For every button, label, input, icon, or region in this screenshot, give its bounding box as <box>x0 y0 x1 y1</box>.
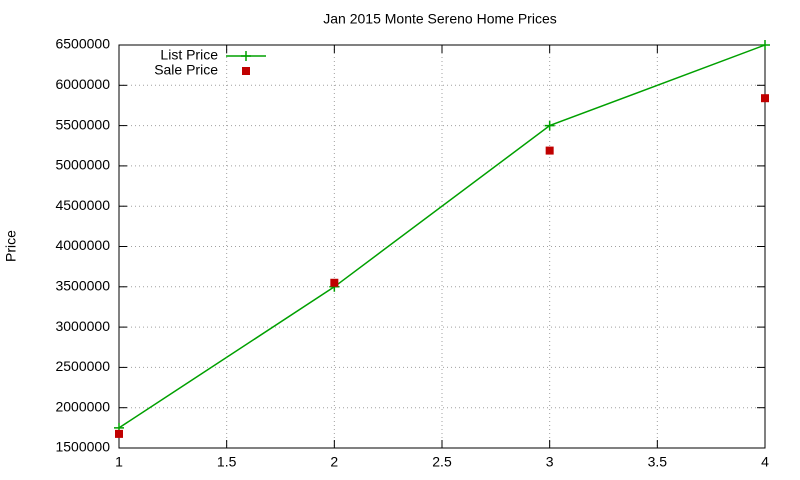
marker <box>760 40 770 50</box>
x-tick-label: 2.5 <box>432 454 452 470</box>
marker <box>115 429 123 438</box>
x-tick-label: 3 <box>546 454 554 470</box>
y-tick-label: 1500000 <box>55 439 110 455</box>
marker <box>761 94 769 103</box>
x-tick-label: 3.5 <box>648 454 668 470</box>
chart-title: Jan 2015 Monte Sereno Home Prices <box>323 11 556 27</box>
x-tick-label: 1 <box>115 454 123 470</box>
x-tick-label: 2 <box>330 454 338 470</box>
y-tick-label: 2500000 <box>55 358 110 374</box>
series-line <box>118 44 766 429</box>
y-axis-label: Price <box>3 230 19 262</box>
marker <box>544 120 555 131</box>
legend-label: List Price <box>160 47 218 63</box>
y-tick-label: 5500000 <box>55 116 110 132</box>
y-tick-label: 5000000 <box>55 157 110 173</box>
legend-label: Sale Price <box>154 62 218 78</box>
y-tick-label: 3000000 <box>55 318 110 334</box>
marker <box>545 146 554 155</box>
y-tick-label: 6000000 <box>55 76 110 92</box>
marker <box>241 51 251 61</box>
y-tick-label: 4500000 <box>55 197 110 213</box>
y-tick-label: 3500000 <box>55 278 110 294</box>
marker <box>242 67 250 75</box>
x-tick-label: 4 <box>761 454 769 470</box>
marker <box>330 278 339 287</box>
y-tick-label: 4000000 <box>55 237 110 253</box>
y-tick-label: 2000000 <box>55 398 110 414</box>
x-tick-label: 1.5 <box>217 454 237 470</box>
plot-border <box>118 44 766 449</box>
y-tick-label: 6500000 <box>55 36 110 52</box>
